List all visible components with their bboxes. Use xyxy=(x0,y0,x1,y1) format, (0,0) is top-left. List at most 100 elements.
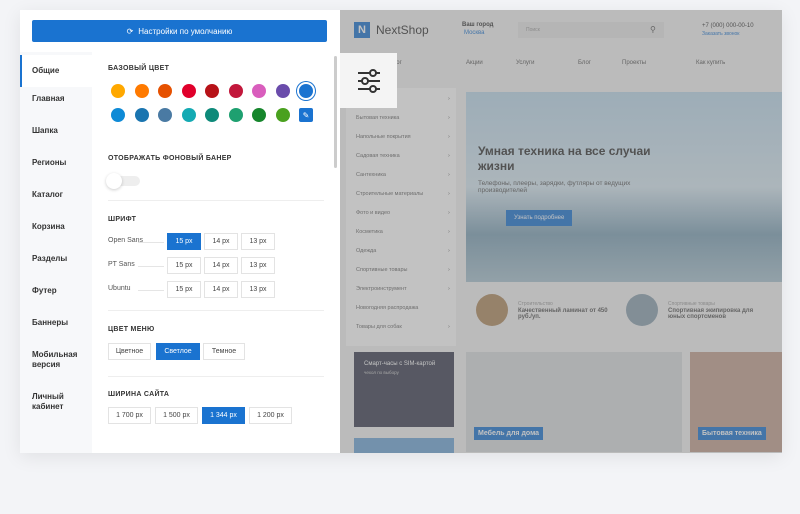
catalog-item[interactable]: Новогодняя распродажа xyxy=(356,305,419,311)
banner-tile[interactable] xyxy=(354,438,454,453)
brand-name: NextShop xyxy=(376,23,429,37)
catalog-item[interactable]: Электроинструмент › xyxy=(356,286,450,292)
catalog-item[interactable]: Строительные материалы › xyxy=(356,191,450,197)
catalog-item[interactable]: Сантехника › xyxy=(356,172,450,178)
tab-8[interactable]: Баннеры xyxy=(32,318,69,327)
nav-how-to-buy[interactable]: Как купить xyxy=(696,60,726,66)
tab-2[interactable]: Шапка xyxy=(32,126,58,135)
phone[interactable]: +7 (000) 000-00-10 xyxy=(702,23,754,29)
settings-window: N NextShop Ваш город Москва Поиск ⚲ +7 (0… xyxy=(20,10,782,453)
divider xyxy=(138,242,164,243)
preview-overlay xyxy=(340,10,782,453)
divider xyxy=(138,290,164,291)
hero-banner: Умная техника на все случаи жизни Телефо… xyxy=(466,92,782,282)
menu-color-option[interactable]: Темное xyxy=(203,343,245,360)
base-color-title: БАЗОВЫЙ ЦВЕТ xyxy=(108,65,170,72)
color-swatch[interactable] xyxy=(205,108,219,122)
color-swatch[interactable] xyxy=(158,108,172,122)
font-size-option[interactable]: 14 px xyxy=(204,257,238,274)
font-size-option[interactable]: 13 px xyxy=(241,233,275,250)
catalog-item[interactable]: Одежда › xyxy=(356,248,450,254)
site-width-option[interactable]: 1 700 px xyxy=(108,407,151,424)
tile-appliances[interactable]: Бытовая техника xyxy=(690,352,782,452)
tab-0[interactable]: Общие xyxy=(20,55,92,87)
settings-tabs: Общие Главная Шапка Регионы Каталог Корзина Ра… xyxy=(20,52,92,453)
catalog-item[interactable]: Спортивные товары › xyxy=(356,267,450,273)
color-swatch[interactable] xyxy=(252,108,266,122)
scrollbar[interactable] xyxy=(334,56,337,168)
catalog-item[interactable]: Товары для собак › xyxy=(356,324,450,330)
site-width-option[interactable]: 1 344 px xyxy=(202,407,245,424)
font-size-option[interactable]: 13 px xyxy=(241,281,275,298)
color-swatch[interactable] xyxy=(205,84,219,98)
color-swatch[interactable] xyxy=(252,84,266,98)
color-swatch[interactable] xyxy=(181,84,196,98)
menu-color-title: ЦВЕТ МЕНЮ xyxy=(108,326,155,333)
font-size-option[interactable]: 14 px xyxy=(204,281,238,298)
color-swatch[interactable] xyxy=(275,84,290,98)
hero-button[interactable]: Узнать подробнее xyxy=(506,210,573,226)
catalog-item[interactable]: Напольные покрытия › xyxy=(356,134,450,140)
catalog-menu: Электроника›Бытовая техника›Напольные по… xyxy=(346,88,456,346)
city-label: Ваш город xyxy=(462,22,494,28)
hero-subtitle: Телефоны, плееры, зарядки, футляры от ве… xyxy=(478,180,631,194)
tab-1[interactable]: Главная xyxy=(32,94,65,103)
city[interactable]: Москва xyxy=(464,30,485,36)
color-swatch[interactable] xyxy=(228,108,243,122)
tile-furniture[interactable]: Мебель для дома xyxy=(466,352,682,452)
color-swatch[interactable] xyxy=(111,108,125,122)
catalog-item[interactable]: Садовая техника › xyxy=(356,153,450,159)
tab-3[interactable]: Регионы xyxy=(32,158,67,167)
tab-10[interactable]: Личный кабинет xyxy=(32,392,64,411)
brand-logo: N xyxy=(354,22,370,38)
color-swatch[interactable] xyxy=(228,84,243,98)
color-swatch[interactable] xyxy=(181,108,196,122)
font-title: ШРИФТ xyxy=(108,216,137,223)
reset-defaults-button[interactable]: ⟳ Настройки по умолчанию xyxy=(32,20,327,42)
nav-sales[interactable]: Акции xyxy=(466,60,483,66)
settings-toggle-button[interactable] xyxy=(340,53,397,108)
font-name: PT Sans xyxy=(108,261,135,268)
search-input[interactable]: Поиск ⚲ xyxy=(518,22,664,38)
color-swatch[interactable] xyxy=(134,84,149,98)
tab-9[interactable]: Мобильная версия xyxy=(32,350,78,369)
callback-link[interactable]: Заказать звонок xyxy=(702,31,740,37)
banner-title: ОТОБРАЖАТЬ ФОНОВЫЙ БАНЕР xyxy=(108,155,232,162)
tab-7[interactable]: Футер xyxy=(32,286,57,295)
color-picker-button[interactable]: ✎ xyxy=(299,108,313,122)
search-icon: ⚲ xyxy=(650,25,656,34)
font-size-option[interactable]: 13 px xyxy=(241,257,275,274)
color-swatch[interactable] xyxy=(275,108,290,122)
color-swatch[interactable] xyxy=(111,84,125,98)
font-size-option[interactable]: 15 px xyxy=(167,257,201,274)
catalog-item[interactable]: Косметика › xyxy=(356,229,450,235)
color-swatch[interactable] xyxy=(158,84,172,98)
site-width-option[interactable]: 1 500 px xyxy=(155,407,198,424)
hero-title: Умная техника на все случаи жизни xyxy=(478,144,651,173)
font-name: Ubuntu xyxy=(108,285,131,292)
catalog-item[interactable]: Фото и видео › xyxy=(356,210,450,216)
sliders-icon xyxy=(357,68,380,93)
banner-toggle[interactable] xyxy=(106,173,140,189)
site-width-option[interactable]: 1 200 px xyxy=(249,407,292,424)
catalog-item[interactable]: Бытовая техника › xyxy=(356,115,450,121)
menu-color-option[interactable]: Цветное xyxy=(108,343,151,360)
nav-services[interactable]: Услуги xyxy=(516,60,535,66)
nav-projects[interactable]: Проекты xyxy=(622,60,647,66)
tab-6[interactable]: Разделы xyxy=(32,254,68,263)
font-size-option[interactable]: 15 px xyxy=(167,233,201,250)
site-width-title: ШИРИНА САЙТА xyxy=(108,391,170,398)
font-size-option[interactable]: 15 px xyxy=(167,281,201,298)
menu-color-option[interactable]: Светлое xyxy=(156,343,200,360)
tab-4[interactable]: Каталог xyxy=(32,190,63,199)
font-size-option[interactable]: 14 px xyxy=(204,233,238,250)
nav-blog[interactable]: Блог xyxy=(578,60,591,66)
tab-5[interactable]: Корзина xyxy=(32,222,65,231)
font-name: Open Sans xyxy=(108,237,144,244)
refresh-icon: ⟳ xyxy=(126,26,134,36)
eyedropper-icon: ✎ xyxy=(302,110,310,120)
settings-panel: ⟳ Настройки по умолчанию Общие Главная Шапк… xyxy=(20,10,340,453)
color-swatch[interactable] xyxy=(299,84,313,98)
color-swatch[interactable] xyxy=(134,108,149,122)
watch-banner[interactable]: Смарт-часы с SIM-картой чехол по выбору xyxy=(354,352,454,427)
